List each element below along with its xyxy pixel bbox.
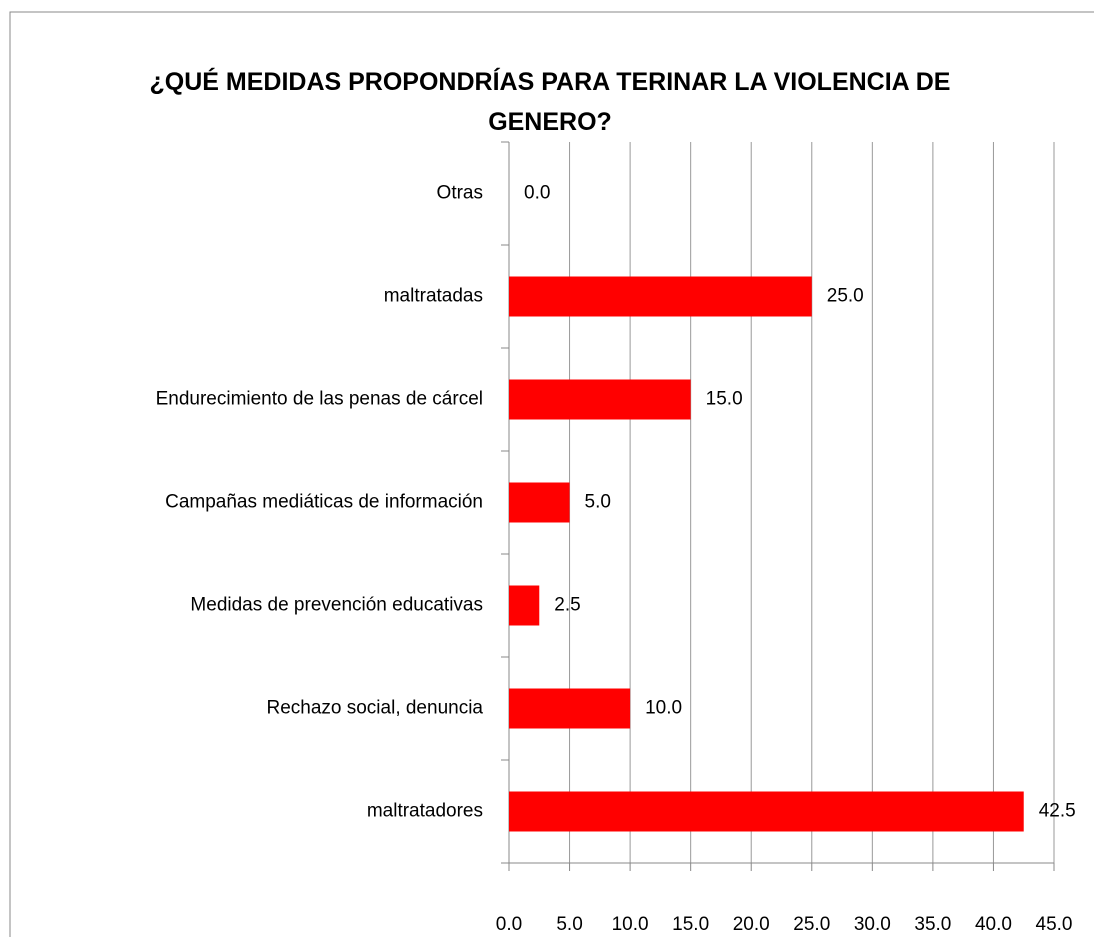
x-tick-label: 30.0 bbox=[854, 914, 891, 935]
y-tick-label: Endurecimiento de las penas de cárcel bbox=[156, 389, 483, 410]
x-tick-label: 45.0 bbox=[1036, 914, 1073, 935]
x-tick-label: 25.0 bbox=[793, 914, 830, 935]
y-tick-label: Rechazo social, denuncia bbox=[266, 698, 483, 719]
value-label: 42.5 bbox=[1039, 801, 1076, 822]
y-tick-label: maltratadas bbox=[384, 286, 483, 307]
value-label: 10.0 bbox=[645, 698, 682, 719]
bar bbox=[509, 791, 1024, 832]
y-tick-label: maltratadores bbox=[367, 801, 483, 822]
x-tick-label: 35.0 bbox=[914, 914, 951, 935]
x-tick-label: 20.0 bbox=[733, 914, 770, 935]
x-tick-label: 40.0 bbox=[975, 914, 1012, 935]
bar bbox=[509, 688, 631, 729]
bar bbox=[509, 482, 570, 523]
y-tick-label: Otras bbox=[437, 183, 483, 204]
value-label: 0.0 bbox=[524, 183, 550, 204]
chart-title: ¿QUÉ MEDIDAS PROPONDRÍAS PARA TERINAR LA… bbox=[149, 68, 951, 136]
value-label: 25.0 bbox=[827, 286, 864, 307]
y-tick-label: Campañas mediáticas de información bbox=[165, 492, 483, 513]
x-tick-label: 0.0 bbox=[496, 914, 522, 935]
chart-border bbox=[9, 11, 1094, 937]
bar bbox=[509, 585, 540, 626]
x-tick-label: 5.0 bbox=[556, 914, 582, 935]
x-tick-label: 10.0 bbox=[612, 914, 649, 935]
value-label: 2.5 bbox=[554, 595, 580, 616]
y-tick-label: Medidas de prevención educativas bbox=[190, 595, 483, 616]
value-label: 15.0 bbox=[706, 389, 743, 410]
value-label: 5.0 bbox=[585, 492, 611, 513]
x-tick-label: 15.0 bbox=[672, 914, 709, 935]
bar bbox=[509, 276, 812, 317]
bar bbox=[509, 379, 691, 420]
